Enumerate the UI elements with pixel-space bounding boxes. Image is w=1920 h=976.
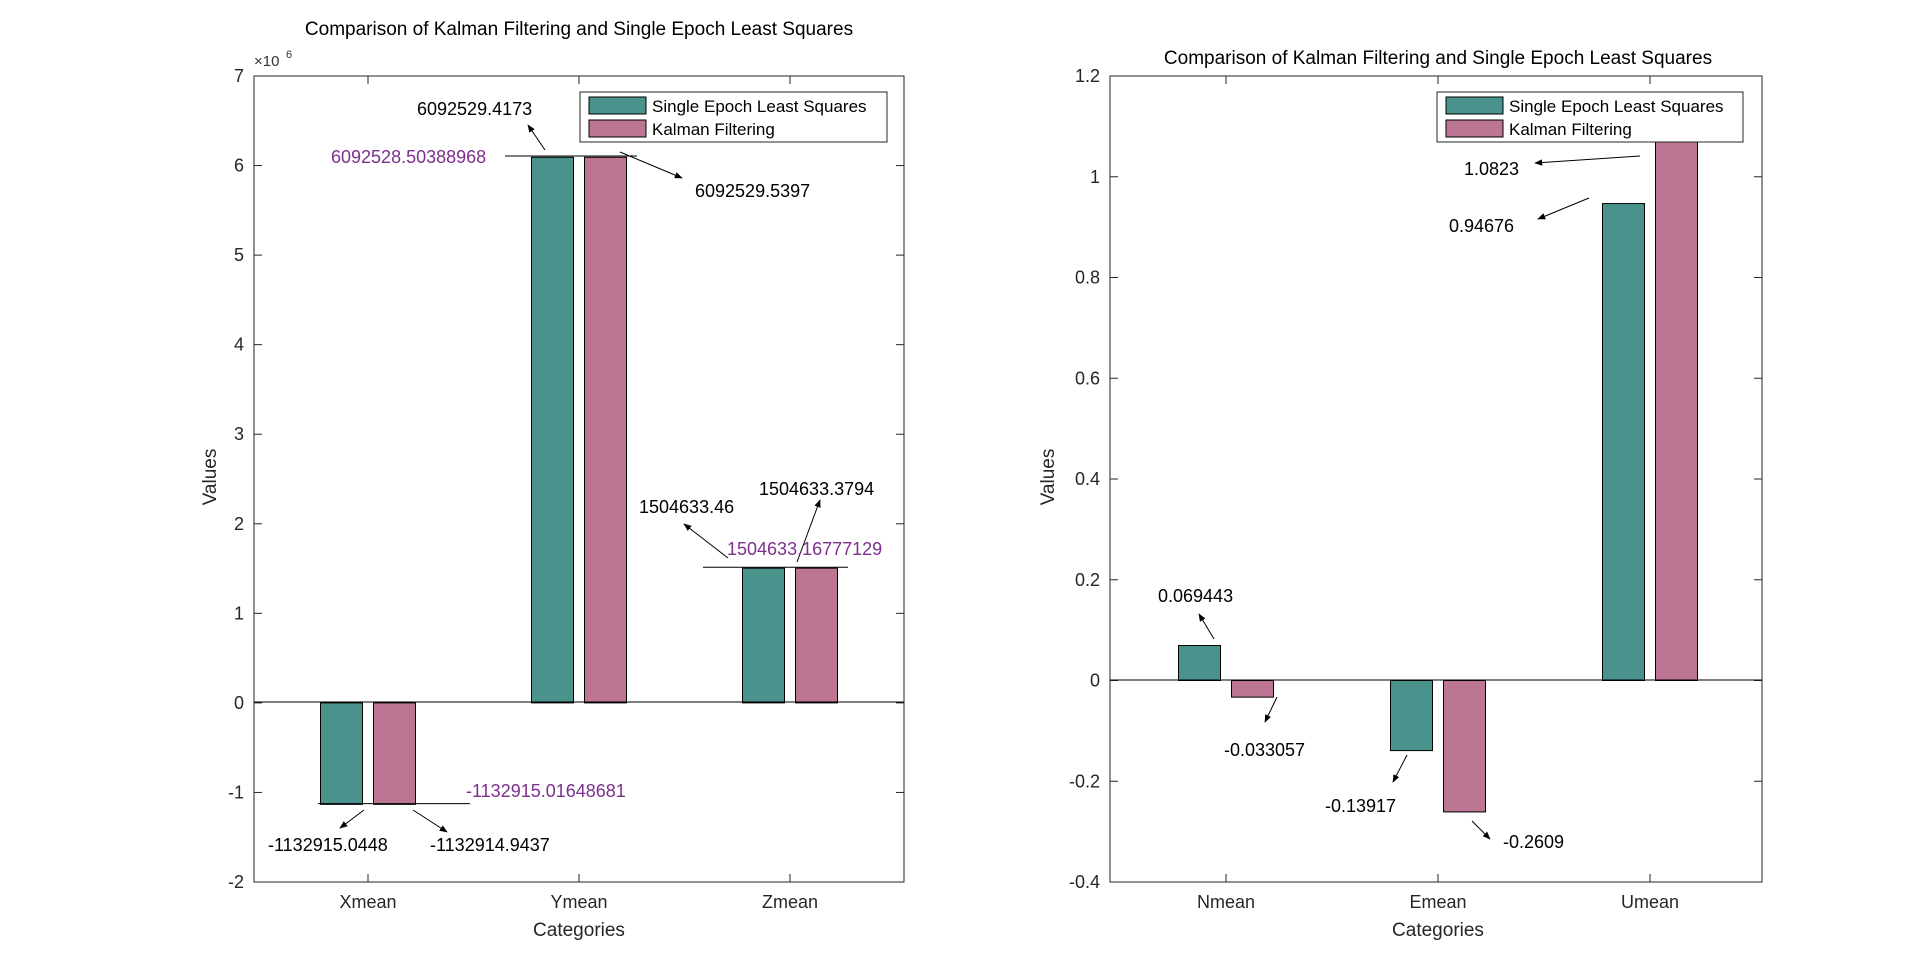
- y-tick-label: -0.4: [1069, 872, 1100, 892]
- y-tick-label: 6: [234, 156, 244, 176]
- bar-nmean-least-squares: [1178, 645, 1221, 681]
- axes-box: [1109, 75, 1763, 883]
- bars-right: [1178, 134, 1698, 813]
- y-tick-label: 1.2: [1075, 66, 1100, 86]
- legend-label: Single Epoch Least Squares: [652, 97, 867, 116]
- y-tick-label: 0.4: [1075, 469, 1100, 489]
- annotation-arrow: [527, 124, 546, 151]
- annotation-label: 6092528.50388968: [331, 147, 486, 167]
- ticks-right: Nmean Emean Umean -0.4 -0.2 0 0.2 0.4 0.6 0.8 1 1.2: [1069, 66, 1762, 912]
- chart-left: Comparison of Kalman Filtering and Singl…: [200, 19, 905, 941]
- bar-emean-kalman: [1443, 680, 1486, 813]
- y-axis-exponent-power: 6: [286, 49, 292, 61]
- annotation-arrow: [683, 523, 729, 559]
- y-tick-label: 1: [234, 603, 244, 623]
- y-tick-label: 7: [234, 66, 244, 86]
- annotation-arrow: [1392, 754, 1408, 783]
- bar-nmean-kalman: [1231, 680, 1274, 698]
- annotation-label: 1504633.16777129: [727, 539, 882, 559]
- annotation-label: 1504633.3794: [759, 479, 874, 499]
- annotation-arrow: [1537, 197, 1590, 220]
- x-tick-label: Xmean: [339, 892, 396, 912]
- chart-title: Comparison of Kalman Filtering and Singl…: [1164, 48, 1712, 69]
- annotation-label: -0.2609: [1503, 832, 1564, 852]
- bar-xmean-least-squares: [320, 702, 363, 805]
- annotation-label: 6092529.5397: [695, 181, 810, 201]
- legend: Single Epoch Least Squares Kalman Filter…: [579, 91, 888, 143]
- legend-label: Kalman Filtering: [1509, 120, 1632, 139]
- annotation-label: -1132915.0448: [268, 835, 388, 855]
- legend-label: Kalman Filtering: [652, 120, 775, 139]
- legend-swatch: [1445, 96, 1504, 115]
- x-axis-label: Categories: [533, 920, 625, 941]
- x-tick-label: Nmean: [1197, 892, 1255, 912]
- x-tick-label: Umean: [1621, 892, 1679, 912]
- y-tick-label: 0.6: [1075, 368, 1100, 388]
- y-tick-label: 2: [234, 514, 244, 534]
- y-tick-label: 3: [234, 424, 244, 444]
- bar-xmean-kalman: [373, 702, 416, 805]
- x-tick-label: Zmean: [762, 892, 818, 912]
- y-tick-label: -1: [228, 782, 244, 802]
- y-tick-label: 4: [234, 335, 244, 355]
- annotation-arrow: [1198, 613, 1215, 640]
- annotation-label: -0.13917: [1325, 796, 1396, 816]
- annotation-arrow: [412, 809, 448, 833]
- x-axis-label: Categories: [1392, 920, 1484, 941]
- annotation-label: 1504633.46: [639, 497, 734, 517]
- annotation-label: -1132914.9437: [430, 835, 550, 855]
- bar-zmean-least-squares: [742, 567, 785, 704]
- bars-left: [320, 156, 838, 805]
- x-tick-label: Emean: [1409, 892, 1466, 912]
- y-axis-label: Values: [1038, 449, 1059, 506]
- chart-title: Comparison of Kalman Filtering and Singl…: [305, 19, 853, 40]
- annotation-arrow: [1264, 696, 1278, 723]
- bar-umean-least-squares: [1602, 203, 1645, 682]
- x-tick-label: Ymean: [550, 892, 607, 912]
- annotation-label: -0.033057: [1224, 740, 1305, 760]
- bar-emean-least-squares: [1390, 680, 1433, 752]
- annotation-arrow: [796, 499, 821, 563]
- y-tick-label: 0.8: [1075, 268, 1100, 288]
- axes-box: [253, 75, 905, 883]
- chart-right: Comparison of Kalman Filtering and Singl…: [1038, 48, 1763, 941]
- y-tick-label: 0: [1090, 671, 1100, 691]
- y-tick-label: 5: [234, 245, 244, 265]
- bar-umean-kalman: [1655, 134, 1698, 681]
- legend: Single Epoch Least Squares Kalman Filter…: [1436, 91, 1744, 143]
- annotation-label: 6092529.4173: [417, 99, 532, 119]
- bar-ymean-kalman: [584, 156, 627, 704]
- bar-zmean-kalman: [795, 567, 838, 704]
- annotation-arrow: [339, 809, 365, 829]
- ticks-left: Xmean Ymean Zmean -2 -1 0 1 2 3 4 5 6 7: [228, 66, 904, 912]
- legend-swatch: [1445, 119, 1504, 138]
- annotation-label: 0.94676: [1449, 216, 1514, 236]
- legend-swatch: [588, 96, 647, 115]
- y-tick-label: -0.2: [1069, 771, 1100, 791]
- y-tick-label: -2: [228, 872, 244, 892]
- annotation-arrow: [1534, 155, 1641, 166]
- annotation-arrow: [1471, 820, 1491, 840]
- y-tick-label: 1: [1090, 167, 1100, 187]
- legend-swatch: [588, 119, 647, 138]
- y-axis-exponent: ×10: [254, 53, 279, 70]
- annotation-label: 1.0823: [1464, 159, 1519, 179]
- y-tick-label: 0: [234, 693, 244, 713]
- y-tick-label: 0.2: [1075, 570, 1100, 590]
- annotation-label: 0.069443: [1158, 586, 1233, 606]
- annotation-arrow: [619, 151, 683, 179]
- annotation-label: -1132915.01648681: [466, 781, 626, 801]
- bar-ymean-least-squares: [531, 156, 574, 704]
- y-axis-label: Values: [200, 449, 221, 506]
- legend-label: Single Epoch Least Squares: [1509, 97, 1724, 116]
